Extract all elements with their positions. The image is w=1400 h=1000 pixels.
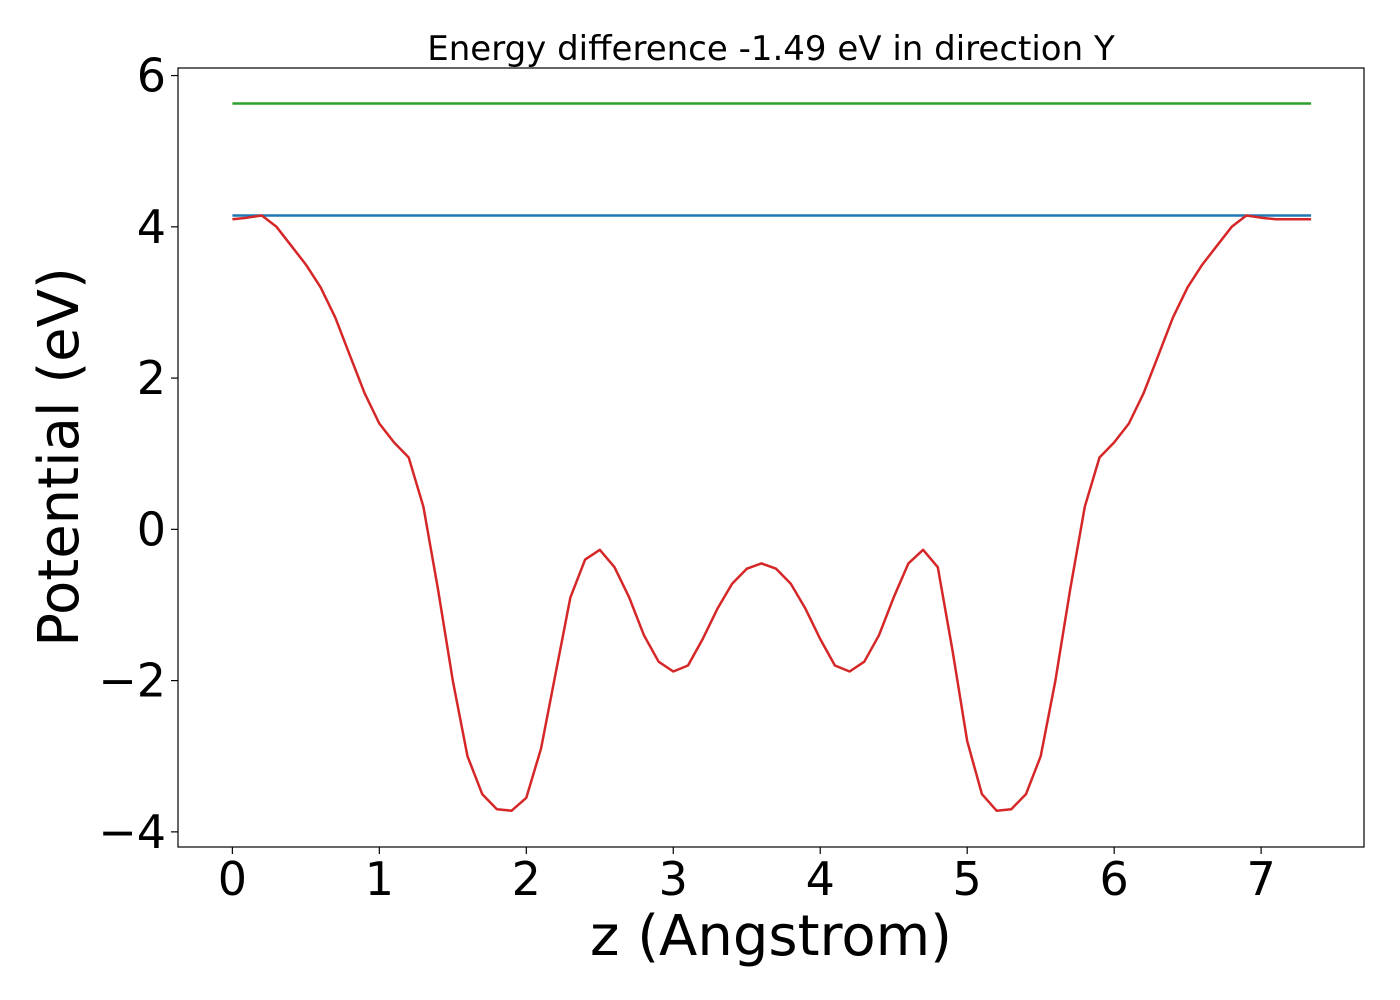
y-tick-label: 2 [137,351,166,405]
chart-title: Energy difference -1.49 eV in direction … [427,29,1115,69]
y-tick-label: 6 [137,49,166,103]
x-tick-label: 6 [1100,852,1129,906]
y-tick-label: −2 [98,654,166,708]
axes-frame [177,67,1365,848]
x-tick-label: 5 [953,852,982,906]
y-tick-label: 4 [137,200,166,254]
x-axis-label: z (Angstrom) [590,904,952,969]
y-tick-label: 0 [137,502,166,556]
x-tick-label: 2 [512,852,541,906]
x-tick-label: 4 [806,852,835,906]
x-tick-label: 1 [365,852,394,906]
ticks-layer: 0 1 2 3 4 5 6 7 −4 −2 0 2 4 6 [98,49,1276,906]
series-layer [232,102,1312,812]
y-tick-label: −4 [98,805,166,859]
x-tick-label: 3 [659,852,688,906]
x-tick-label: 0 [218,852,247,906]
series-line-3 [232,214,1312,812]
x-tick-label: 7 [1246,852,1275,906]
y-axis-label: Potential (eV) [27,267,92,647]
